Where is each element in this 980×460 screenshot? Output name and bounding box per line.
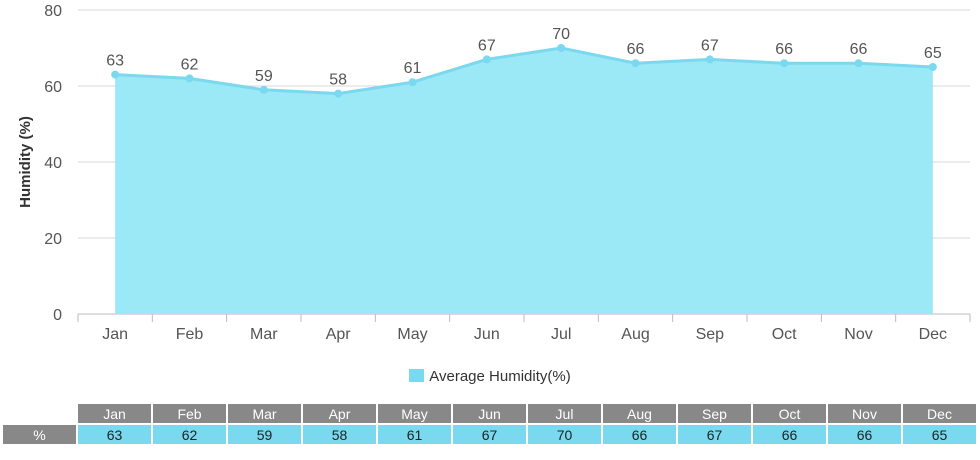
y-tick-label: 60 [44, 79, 62, 96]
data-label: 70 [552, 26, 570, 43]
data-point [111, 70, 120, 79]
table-header-cell: Nov [826, 402, 903, 425]
table-value-cell: 67 [451, 423, 528, 446]
data-table: Jan Feb Mar Apr May Jun Jul Aug Sep Oct Nov Dec % 63… [1, 402, 978, 446]
data-label: 66 [627, 41, 645, 58]
data-label: 66 [775, 41, 793, 58]
data-point [185, 74, 194, 83]
table-header-cell: Jan [76, 402, 153, 425]
table-header-cell: Apr [301, 402, 378, 425]
data-label: 66 [850, 41, 868, 58]
table-value-row: % 63 62 59 58 61 67 70 66 67 66 66 65 [1, 423, 978, 446]
data-label: 62 [181, 56, 199, 73]
series-line [115, 46, 933, 96]
x-tick-label: Oct [772, 326, 797, 343]
data-label: 63 [106, 53, 124, 70]
x-tick-label: Feb [176, 326, 204, 343]
x-tick-label: Sep [696, 326, 725, 343]
table-header-row: Jan Feb Mar Apr May Jun Jul Aug Sep Oct Nov Dec [1, 402, 978, 425]
table-header-cell: Aug [601, 402, 678, 425]
table-header-cell: May [376, 402, 453, 425]
x-tick-label: May [397, 326, 427, 343]
y-tick-label: 80 [44, 3, 62, 20]
table-header-cell: Feb [151, 402, 228, 425]
humidity-chart-svg: 0 20 40 60 80 Humidity (%) 63 62 59 58 61 67 70 66 67 6… [17, 3, 971, 343]
x-tick-label: Jan [102, 326, 128, 343]
data-point [705, 55, 714, 64]
data-point [334, 89, 343, 98]
data-label: 67 [701, 37, 719, 54]
table-header-cell: Sep [676, 402, 753, 425]
y-tick-label: 0 [53, 307, 62, 324]
legend-label: Average Humidity(%) [429, 368, 571, 385]
table-header-cell: Jul [526, 402, 603, 425]
data-point [631, 59, 640, 68]
series-area [115, 48, 933, 314]
data-point [482, 55, 491, 64]
x-tick-label: Mar [250, 326, 278, 343]
table-corner-cell [1, 402, 78, 425]
data-point [854, 59, 863, 68]
data-point [259, 85, 268, 94]
legend-swatch [409, 369, 425, 382]
table-value-cell: 63 [76, 423, 153, 446]
table-value-cell: 58 [301, 423, 378, 446]
table-value-cell: 65 [901, 423, 978, 446]
table-value-cell: 66 [826, 423, 903, 446]
data-label: 67 [478, 37, 496, 54]
table-header-cell: Mar [226, 402, 303, 425]
data-label: 58 [329, 72, 347, 89]
table-value-cell: 66 [601, 423, 678, 446]
table-header-cell: Jun [451, 402, 528, 425]
table-value-cell: 62 [151, 423, 228, 446]
data-point [408, 78, 417, 87]
data-label: 65 [924, 45, 942, 62]
x-tick-label: Nov [844, 326, 872, 343]
y-tick-label: 20 [44, 231, 62, 248]
x-tick-label: Aug [621, 326, 649, 343]
table-header-cell: Dec [901, 402, 978, 425]
data-point [780, 59, 789, 68]
x-tick-label: Apr [326, 326, 352, 343]
x-tick-label: Jul [551, 326, 571, 343]
x-tick-label: Dec [919, 326, 947, 343]
data-point [557, 44, 566, 52]
x-tick-label: Jun [474, 326, 500, 343]
data-point [928, 63, 937, 71]
table-row-label: % [1, 423, 78, 446]
y-tick-label: 40 [44, 155, 62, 172]
data-label: 59 [255, 68, 273, 85]
y-axis-title: Humidity (%) [17, 116, 34, 208]
table-value-cell: 70 [526, 423, 603, 446]
table-value-cell: 66 [751, 423, 828, 446]
table-header-cell: Oct [751, 402, 828, 425]
table-value-cell: 67 [676, 423, 753, 446]
table-value-cell: 61 [376, 423, 453, 446]
legend[interactable]: Average Humidity(%) [0, 368, 980, 385]
table-value-cell: 59 [226, 423, 303, 446]
data-label: 61 [404, 60, 422, 77]
